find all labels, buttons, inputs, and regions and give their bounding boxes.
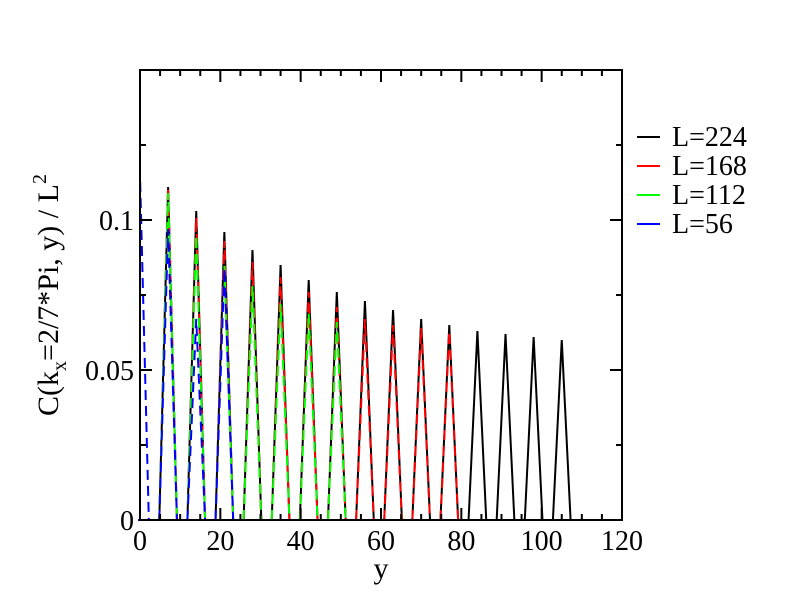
- peak: [383, 324, 403, 521]
- plot-frame: [139, 69, 623, 521]
- series-L=112: [158, 192, 347, 521]
- x-tick-label: 40: [287, 526, 315, 557]
- y-tick-label: 0: [120, 506, 134, 537]
- tick-labels: 0 20 40 60 80 100 120 0 0.05 0.1: [85, 206, 643, 557]
- peak: [467, 330, 488, 521]
- y-tick-label: 0.1: [99, 206, 134, 237]
- peak: [139, 174, 150, 521]
- series-L=56: [138, 174, 235, 521]
- x-tick-label: 0: [133, 526, 147, 557]
- legend-item: L=168: [637, 151, 747, 182]
- peak: [551, 339, 572, 521]
- y-axis-title-pre: C(k: [32, 371, 65, 416]
- peak: [214, 267, 235, 521]
- x-axis-title: y: [374, 552, 389, 585]
- y-axis-title: C(kx=2/7*Pi, y) / L2: [29, 174, 71, 416]
- legend-item: L=224: [637, 122, 747, 153]
- peak: [158, 186, 178, 521]
- peak: [355, 318, 375, 521]
- peak: [298, 291, 319, 521]
- peak: [214, 264, 235, 521]
- axis-ticks: [139, 69, 623, 521]
- x-tick-label: 120: [601, 526, 643, 557]
- x-tick-label: 20: [206, 526, 234, 557]
- legend-label: L=224: [672, 122, 747, 153]
- peak: [495, 333, 516, 521]
- peak: [439, 324, 460, 521]
- y-axis-title-mid: =2/7*Pi, y) / L: [32, 184, 65, 361]
- plot-lines: [138, 174, 572, 521]
- legend-item: L=56: [637, 209, 733, 240]
- peak: [242, 249, 263, 521]
- x-tick-label: 60: [367, 526, 395, 557]
- peak: [439, 330, 460, 521]
- x-tick-label: 80: [447, 526, 475, 557]
- peak: [270, 303, 291, 521]
- peak: [326, 321, 347, 521]
- legend-label: L=112: [672, 180, 746, 211]
- legend-item: L=112: [637, 180, 746, 211]
- peak: [242, 285, 263, 521]
- legend-label: L=168: [672, 151, 747, 182]
- peak: [523, 336, 544, 521]
- y-tick-label: 0.05: [85, 356, 134, 387]
- peak: [411, 327, 432, 521]
- legend-label: L=56: [672, 209, 733, 240]
- peak: [158, 228, 178, 521]
- peak: [158, 186, 178, 521]
- y-axis-title-sup: 2: [29, 174, 51, 184]
- peak: [186, 318, 207, 521]
- peak: [298, 312, 319, 521]
- x-tick-label: 100: [521, 526, 563, 557]
- y-axis-title-sub: x: [49, 361, 71, 371]
